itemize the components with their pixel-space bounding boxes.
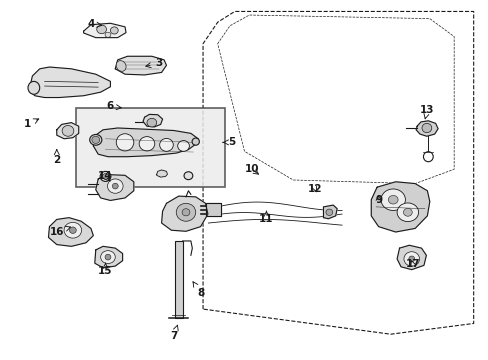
Polygon shape: [96, 175, 134, 201]
Bar: [174, 241, 182, 318]
Ellipse shape: [64, 222, 81, 238]
Polygon shape: [143, 114, 162, 127]
Ellipse shape: [159, 138, 173, 151]
Polygon shape: [157, 170, 167, 177]
Polygon shape: [370, 182, 429, 232]
Ellipse shape: [147, 118, 157, 127]
Polygon shape: [161, 196, 207, 231]
Ellipse shape: [139, 136, 155, 151]
Ellipse shape: [396, 203, 418, 222]
Ellipse shape: [182, 209, 189, 216]
Text: 12: 12: [307, 184, 322, 194]
Polygon shape: [95, 246, 122, 268]
Polygon shape: [323, 205, 336, 219]
FancyBboxPatch shape: [76, 108, 224, 187]
Text: 1: 1: [24, 119, 39, 129]
Ellipse shape: [176, 203, 195, 221]
Ellipse shape: [110, 27, 118, 34]
Text: 16: 16: [49, 226, 70, 237]
Text: 9: 9: [374, 195, 382, 205]
Ellipse shape: [28, 81, 40, 94]
Ellipse shape: [97, 25, 106, 34]
Ellipse shape: [116, 134, 134, 151]
Text: 14: 14: [98, 171, 113, 181]
Ellipse shape: [100, 171, 111, 181]
Text: 2: 2: [53, 149, 61, 165]
Ellipse shape: [102, 174, 108, 179]
Text: 5: 5: [223, 138, 235, 147]
Ellipse shape: [403, 208, 411, 216]
Polygon shape: [93, 128, 198, 157]
Text: 13: 13: [419, 105, 434, 119]
Polygon shape: [415, 121, 437, 136]
Ellipse shape: [105, 254, 111, 260]
Ellipse shape: [421, 123, 431, 133]
Ellipse shape: [380, 189, 405, 211]
Ellipse shape: [89, 134, 102, 145]
Ellipse shape: [101, 251, 115, 264]
Text: 3: 3: [145, 58, 163, 68]
Ellipse shape: [192, 138, 199, 145]
Ellipse shape: [92, 136, 100, 143]
Polygon shape: [115, 56, 166, 75]
Ellipse shape: [183, 172, 192, 180]
Ellipse shape: [105, 32, 111, 37]
Polygon shape: [30, 67, 110, 98]
Ellipse shape: [62, 126, 74, 136]
Text: 11: 11: [259, 211, 273, 224]
Ellipse shape: [177, 140, 189, 151]
Text: 7: 7: [170, 325, 178, 341]
Text: 10: 10: [244, 164, 259, 174]
Ellipse shape: [112, 183, 118, 189]
Ellipse shape: [69, 227, 76, 233]
Ellipse shape: [325, 209, 332, 216]
Text: 4: 4: [87, 19, 102, 29]
Ellipse shape: [116, 60, 126, 71]
Ellipse shape: [387, 195, 397, 204]
Polygon shape: [48, 218, 93, 246]
Text: 6: 6: [106, 102, 121, 112]
Polygon shape: [57, 123, 79, 139]
Ellipse shape: [408, 256, 414, 262]
Polygon shape: [396, 245, 426, 270]
Polygon shape: [83, 23, 126, 38]
Text: 8: 8: [193, 282, 204, 298]
Text: 15: 15: [98, 263, 113, 276]
Ellipse shape: [107, 179, 123, 193]
Ellipse shape: [403, 252, 419, 266]
Text: 17: 17: [405, 259, 419, 269]
Polygon shape: [205, 203, 220, 216]
